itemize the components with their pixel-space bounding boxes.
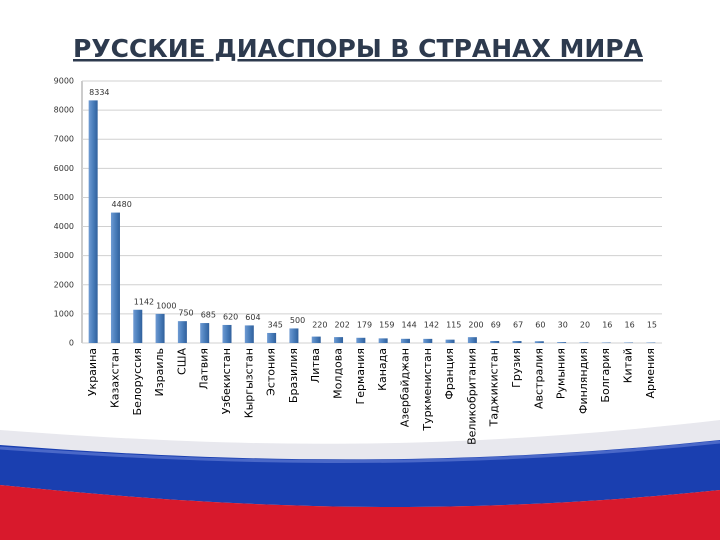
- x-tick-label: Австралия: [532, 348, 545, 409]
- value-label: 159: [379, 321, 394, 330]
- bar: [88, 100, 98, 343]
- value-label: 69: [491, 321, 501, 330]
- y-tick-label: 9000: [54, 77, 74, 86]
- y-tick-label: 5000: [54, 193, 74, 202]
- x-tick-label: Китай: [622, 348, 635, 383]
- value-label: 750: [178, 309, 193, 318]
- bar: [557, 342, 567, 343]
- bar: [445, 339, 455, 343]
- value-label: 60: [535, 321, 545, 330]
- x-tick-label: Узбекистан: [220, 348, 233, 414]
- value-label: 20: [580, 321, 590, 330]
- x-tick-label: Франция: [443, 348, 456, 400]
- value-label: 1142: [134, 297, 154, 306]
- x-tick-label: Казахстан: [108, 348, 121, 408]
- bar: [110, 212, 120, 343]
- bar: [512, 341, 522, 343]
- x-tick-label: Латвия: [198, 348, 211, 390]
- bar: [267, 332, 277, 343]
- bar: [177, 321, 187, 343]
- y-tick-label: 1000: [54, 309, 74, 318]
- value-label: 4480: [111, 200, 131, 209]
- bar: [334, 337, 344, 343]
- value-label: 8334: [89, 88, 109, 97]
- x-tick-label: Туркменистан: [421, 348, 434, 432]
- bar: [490, 340, 500, 343]
- value-label: 144: [401, 321, 416, 330]
- value-label: 16: [625, 321, 635, 330]
- y-tick-label: 7000: [54, 135, 74, 144]
- value-label: 345: [268, 320, 283, 329]
- x-tick-label: Белоруссия: [131, 348, 144, 415]
- bar: [400, 338, 410, 343]
- x-tick-label: Румыния: [555, 348, 568, 399]
- x-tick-label: Литва: [309, 348, 322, 383]
- value-label: 15: [647, 321, 657, 330]
- y-tick-label: 2000: [54, 280, 74, 289]
- x-tick-label: Азербайджан: [398, 348, 411, 427]
- y-tick-label: 3000: [54, 251, 74, 260]
- value-label: 200: [468, 321, 483, 330]
- x-tick-label: Молдова: [332, 348, 345, 399]
- y-tick-label: 8000: [54, 106, 74, 115]
- value-label: 179: [357, 321, 372, 330]
- value-label: 604: [245, 313, 260, 322]
- x-tick-label: Армения: [644, 348, 657, 399]
- value-label: 16: [602, 321, 612, 330]
- value-label: 30: [558, 321, 568, 330]
- x-tick-label: Украина: [86, 348, 99, 396]
- x-tick-label: Израиль: [153, 348, 166, 396]
- bar: [155, 313, 165, 343]
- value-label: 67: [513, 321, 523, 330]
- bar: [311, 336, 321, 343]
- bar: [467, 337, 477, 343]
- y-tick-label: 0: [69, 339, 74, 348]
- value-label: 142: [424, 321, 439, 330]
- x-tick-label: Германия: [354, 348, 367, 404]
- x-tick-label: Великобритания: [465, 348, 478, 445]
- x-tick-label: Канада: [376, 348, 389, 391]
- chart-title: РУССКИЕ ДИАСПОРЫ В СТРАНАХ МИРА: [73, 34, 644, 63]
- x-tick-label: Кыргызстан: [242, 348, 255, 418]
- bar: [356, 337, 366, 343]
- bar: [244, 325, 254, 343]
- x-tick-label: Финляндия: [577, 348, 590, 414]
- x-tick-label: США: [175, 348, 188, 375]
- bar: [289, 328, 299, 343]
- value-label: 1000: [156, 301, 176, 310]
- value-label: 115: [446, 321, 461, 330]
- bar: [423, 338, 433, 343]
- value-label: 220: [312, 321, 327, 330]
- bar: [579, 342, 589, 343]
- value-label: 202: [335, 321, 350, 330]
- bar: [200, 323, 210, 343]
- x-tick-label: Эстония: [265, 348, 278, 396]
- bar: [378, 338, 388, 343]
- bar: [534, 341, 544, 343]
- x-tick-label: Болгария: [599, 348, 612, 403]
- x-tick-label: Грузия: [510, 348, 523, 388]
- flag-decoration: [0, 420, 720, 540]
- y-tick-label: 6000: [54, 164, 74, 173]
- value-label: 500: [290, 316, 305, 325]
- bar: [222, 324, 232, 343]
- x-tick-label: Бразилия: [287, 348, 300, 403]
- y-tick-label: 4000: [54, 222, 74, 231]
- bar: [133, 309, 143, 343]
- x-tick-label: Таджикистан: [488, 348, 501, 427]
- value-label: 685: [201, 311, 216, 320]
- value-label: 620: [223, 312, 238, 321]
